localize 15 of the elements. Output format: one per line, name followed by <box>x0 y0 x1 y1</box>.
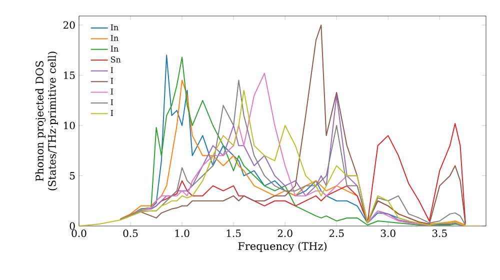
x-tick-label: 3.5 <box>432 230 447 238</box>
x-tick-label: 0.5 <box>123 230 138 238</box>
x-tick-label: 1.5 <box>226 230 241 238</box>
x-axis-title: Frequency (THz) <box>238 242 327 252</box>
y-axis-title: Phonon projected DOS (States/THz·primitive cell) <box>35 52 58 190</box>
y-tick-label: 5 <box>70 172 75 180</box>
y-tick-label: 20 <box>63 21 75 29</box>
x-tick-label: 2.5 <box>329 230 344 238</box>
y-tick-label: 15 <box>64 72 75 80</box>
x-tick-label: 3.0 <box>380 230 396 238</box>
y-tick-label: 10 <box>64 122 75 130</box>
x-tick-label: 2.0 <box>278 230 292 238</box>
y-tick-label: 0 <box>70 222 75 230</box>
x-tick-label: 1.0 <box>175 230 190 238</box>
x-tick-label: 0.0 <box>72 230 86 238</box>
